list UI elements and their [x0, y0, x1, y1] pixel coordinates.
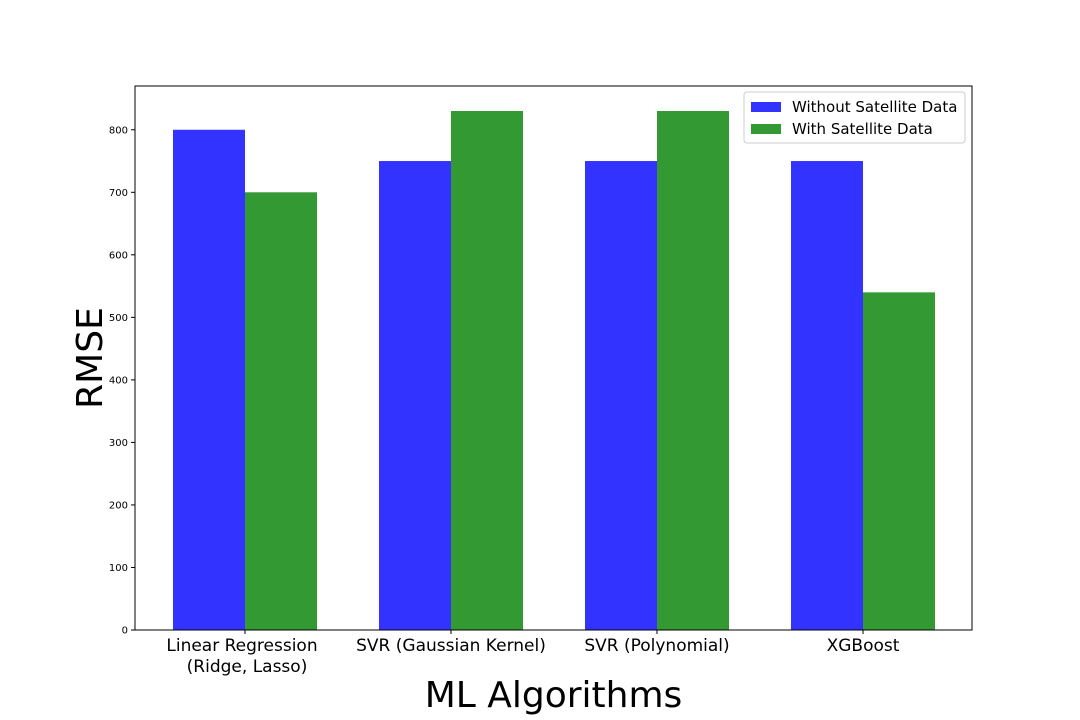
y-tick-label: 0	[122, 626, 128, 637]
x-category-label: SVR (Polynomial)	[584, 636, 729, 656]
bar-with-satellite-1	[451, 111, 523, 631]
x-category-label: Linear Regression (Ridge, Lasso)	[166, 636, 317, 677]
x-category-label: SVR (Gaussian Kernel)	[356, 636, 546, 656]
y-axis: 0 100 200 300 400 500 600 700 800	[109, 125, 135, 637]
bar-without-satellite-0	[173, 129, 245, 630]
bar-with-satellite-0	[245, 192, 317, 631]
y-tick-label: 800	[109, 125, 128, 136]
legend-swatch-with-satellite	[751, 124, 781, 134]
x-axis: Linear Regression (Ridge, Lasso) SVR (Gaus…	[166, 630, 900, 677]
bar-with-satellite-2	[657, 111, 729, 631]
legend-box	[743, 91, 966, 144]
bar-without-satellite-3	[791, 161, 863, 630]
x-axis-title: ML Algorithms	[425, 675, 683, 716]
y-tick-label: 200	[109, 500, 128, 511]
legend-label-without-satellite: Without Satellite Data	[792, 98, 957, 116]
legend: Without Satellite Data With Satellite Dat…	[743, 91, 966, 144]
y-tick-label: 600	[109, 250, 128, 261]
plot-frame	[134, 85, 973, 631]
y-tick-label: 700	[109, 188, 128, 199]
y-tick-label: 500	[109, 313, 128, 324]
bar-without-satellite-1	[379, 161, 451, 630]
bar-with-satellite-3	[863, 292, 935, 630]
y-tick-label: 300	[109, 438, 128, 449]
y-tick-label: 400	[109, 375, 128, 386]
y-axis-title: RMSE	[70, 307, 111, 409]
bar-without-satellite-2	[585, 161, 657, 630]
bars-layer	[173, 111, 935, 631]
x-category-label: XGBoost	[827, 636, 900, 656]
legend-swatch-without-satellite	[751, 102, 781, 112]
y-tick-label: 100	[109, 563, 128, 574]
legend-label-with-satellite: With Satellite Data	[792, 120, 933, 138]
